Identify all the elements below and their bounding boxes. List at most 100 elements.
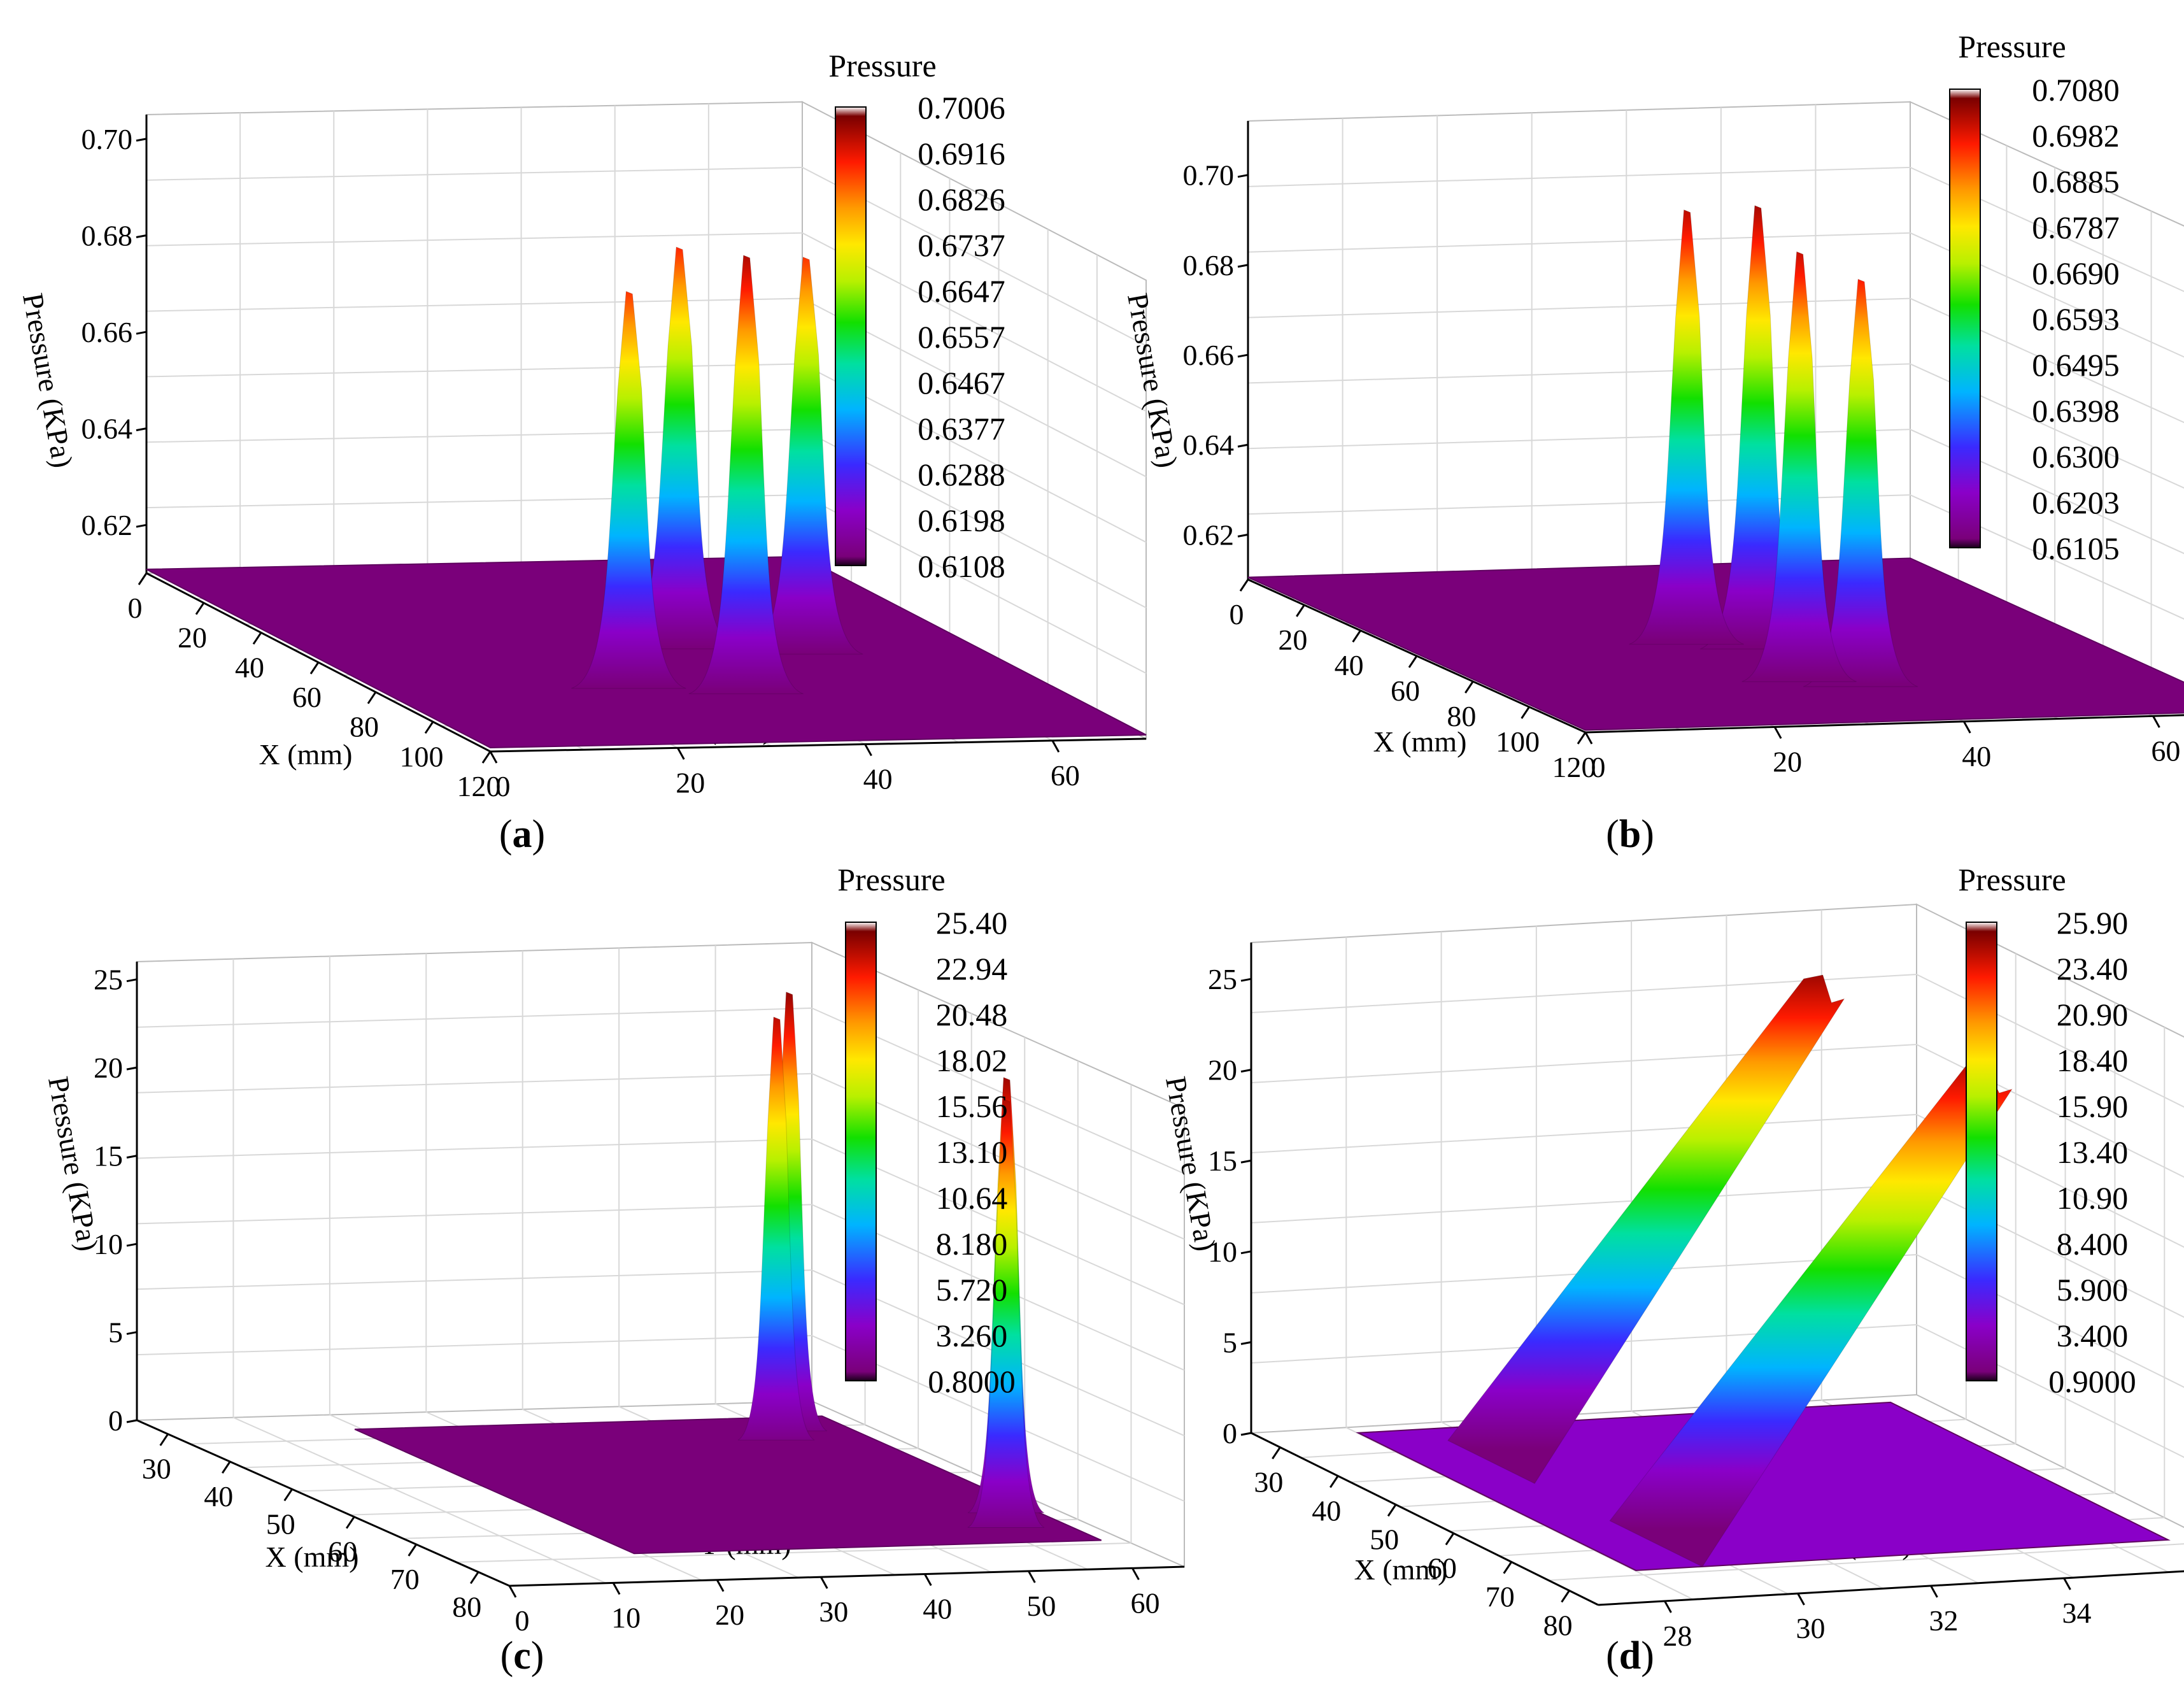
x-tick-label: 0 xyxy=(1230,598,1244,631)
x-tick xyxy=(408,1544,417,1557)
colorbar-level-label: 10.90 xyxy=(2057,1180,2129,1216)
y-tick-label: 60 xyxy=(1051,759,1080,792)
y-tick xyxy=(2152,715,2160,729)
pressure-peak xyxy=(748,256,863,655)
y-tick xyxy=(1930,1585,1938,1598)
z-tick xyxy=(126,1419,138,1423)
x-tick-label: 30 xyxy=(1254,1466,1283,1499)
z-tick xyxy=(1237,443,1249,448)
colorbar-level-label: 0.8000 xyxy=(928,1364,1016,1399)
colorbar-level-label: 3.400 xyxy=(2057,1318,2129,1353)
colorbar-title: Pressure xyxy=(1958,29,2066,64)
x-tick xyxy=(138,573,148,585)
z-tick xyxy=(136,331,147,335)
surface-floor xyxy=(354,1415,1102,1555)
z-tick-label: 0.70 xyxy=(82,123,133,155)
y-tick xyxy=(864,743,872,757)
panel-caption: (d) xyxy=(1606,1634,1654,1678)
x-tick-label: 30 xyxy=(142,1453,171,1485)
y-tick-label: 0 xyxy=(496,770,511,802)
colorbar-level-label: 5.720 xyxy=(936,1272,1008,1308)
x-tick-label: 40 xyxy=(1312,1495,1341,1527)
z-tick xyxy=(1240,1341,1252,1345)
axes: 05101520253040506070802830323436 xyxy=(1208,943,2184,1652)
x-tick xyxy=(470,1571,479,1585)
y-tick-label: 60 xyxy=(1130,1586,1159,1619)
x-tick-label: 70 xyxy=(1486,1581,1515,1613)
x-tick-label: 120 xyxy=(457,770,501,802)
colorbar: Pressure 0.7080 0.6982 0.6885 0.6787 0.6690 0.… xyxy=(1949,29,2120,566)
y-tick-label: 40 xyxy=(923,1593,952,1625)
y-tick xyxy=(819,1576,828,1589)
z-tick xyxy=(1240,978,1252,982)
x-tick-label: 0 xyxy=(128,592,143,624)
y-tick xyxy=(489,751,498,764)
colorbar-level-label: 5.900 xyxy=(2057,1272,2129,1308)
x-tick xyxy=(1464,681,1474,694)
colorbar-level-label: 15.90 xyxy=(2057,1088,2129,1124)
surface xyxy=(1247,205,2184,731)
colorbar-level-label: 0.6787 xyxy=(2032,210,2120,245)
surface xyxy=(354,991,1102,1555)
colorbar-level-label: 0.6377 xyxy=(918,411,1005,446)
colorbar-level-label: 0.6495 xyxy=(2032,347,2120,383)
y-tick-label: 10 xyxy=(611,1601,641,1634)
colorbar-level-label: 0.6300 xyxy=(2032,439,2120,474)
y-tick-label: 40 xyxy=(1962,740,1991,773)
z-tick-label: 0 xyxy=(1223,1417,1237,1450)
y-tick-label: 40 xyxy=(863,763,893,795)
z-axis-label: Pressure (KPa) xyxy=(17,290,79,470)
x-tick-label: 80 xyxy=(1447,700,1476,732)
z-tick-label: 25 xyxy=(1208,963,1237,995)
y-tick xyxy=(1962,721,1971,734)
colorbar: Pressure 0.7006 0.6916 0.6826 0.6737 0.6647 0.… xyxy=(828,48,1005,584)
x-axis-label: X (mm) xyxy=(259,738,353,771)
z-tick-label: 20 xyxy=(94,1051,123,1084)
z-tick xyxy=(126,1155,138,1159)
y-tick xyxy=(676,747,685,760)
z-tick-label: 0.70 xyxy=(1183,159,1235,192)
surface xyxy=(1356,974,2171,1571)
colorbar-level-label: 0.6108 xyxy=(918,548,1005,584)
y-tick-label: 28 xyxy=(1663,1620,1692,1652)
y-tick xyxy=(1584,732,1593,745)
colorbar-level-label: 0.6885 xyxy=(2032,164,2120,199)
y-tick-label: 30 xyxy=(819,1595,848,1628)
x-tick xyxy=(1577,732,1587,745)
panel-letter: d xyxy=(1619,1634,1641,1678)
x-tick-label: 60 xyxy=(292,681,322,713)
y-axis-line xyxy=(490,738,1147,753)
colorbar-level-label: 0.6826 xyxy=(918,182,1005,217)
colorbar-gradient xyxy=(835,106,867,566)
axes: 0 5 10 15 20 25 30 40 50 60 70 80 0 10 20 30 40 50 60 xyxy=(94,962,1185,1637)
z-tick-label: 10 xyxy=(1208,1236,1237,1268)
colorbar-level-label: 23.40 xyxy=(2057,951,2129,987)
colorbar-level-label: 0.6593 xyxy=(2032,301,2120,337)
x-tick-label: 80 xyxy=(350,711,379,743)
y-tick xyxy=(1664,1600,1672,1613)
z-tick xyxy=(126,1331,138,1336)
x-tick-label: 100 xyxy=(1496,725,1540,758)
x-tick-label: 40 xyxy=(204,1480,233,1513)
x-tick xyxy=(1330,1475,1339,1488)
colorbar-level-label: 0.6557 xyxy=(918,319,1005,355)
pressure-peak xyxy=(688,255,804,694)
panel-caption: (a) xyxy=(499,813,545,856)
x-tick xyxy=(195,602,205,615)
x-tick xyxy=(1561,1590,1570,1603)
x-tick xyxy=(1387,1504,1397,1517)
y-tick-label: 0 xyxy=(1591,751,1606,783)
chart-panel-d: 05101520253040506070802830323436X (mm)Y … xyxy=(1159,862,2184,1678)
pressure-ridge xyxy=(1447,974,1845,1484)
x-tick-label: 60 xyxy=(1428,1552,1457,1585)
x-tick xyxy=(1239,579,1249,592)
z-tick-label: 0 xyxy=(108,1404,123,1437)
pressure-peak xyxy=(967,1099,1045,1528)
y-tick xyxy=(923,1573,932,1586)
x-tick-label: 80 xyxy=(452,1590,481,1623)
colorbar-level-label: 0.6105 xyxy=(2032,531,2120,566)
x-axis-label: X (mm) xyxy=(1354,1553,1448,1586)
z-tick xyxy=(1237,533,1249,538)
y-tick xyxy=(1797,1593,1805,1606)
x-tick-label: 40 xyxy=(1335,649,1364,681)
